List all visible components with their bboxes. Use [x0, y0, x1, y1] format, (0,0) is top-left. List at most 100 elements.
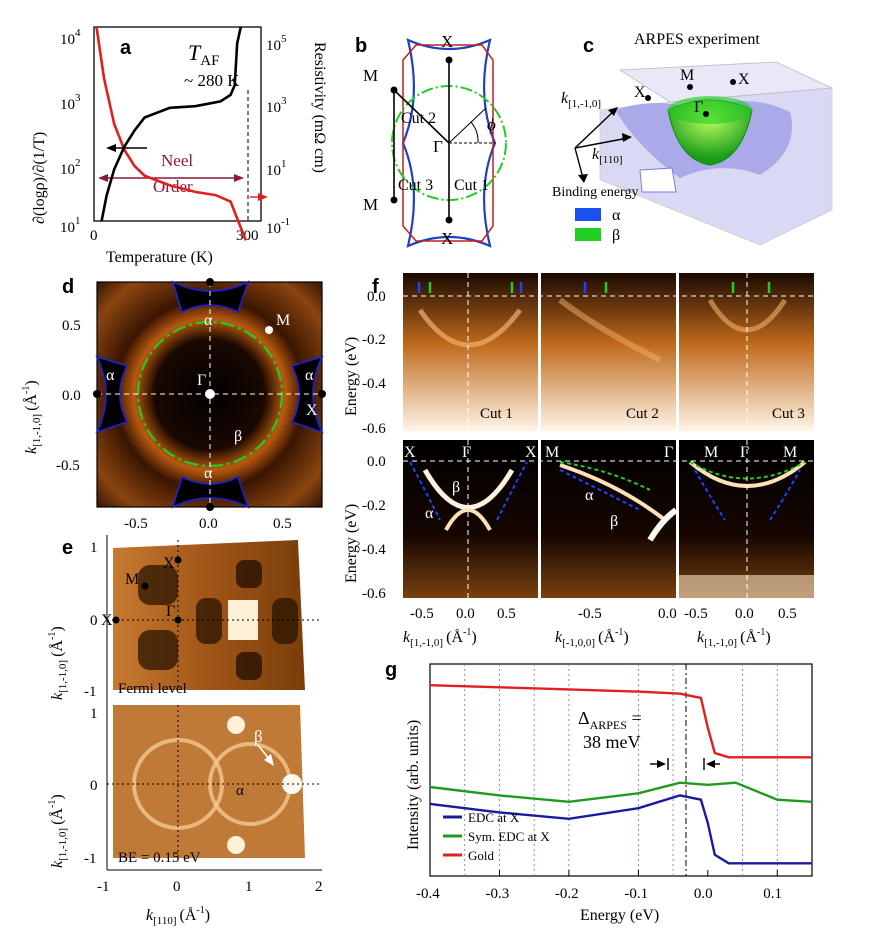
panel-e-point — [112, 616, 120, 624]
panel-f-point: M — [704, 444, 718, 461]
panel-e-x-tick: 2 — [315, 879, 323, 895]
panel-d-label-beta: β — [234, 428, 242, 445]
panel-f-y-tick: 0.0 — [367, 454, 386, 470]
panel-f-x-tick: 0.0 — [658, 606, 677, 622]
panel-b-cut2 — [393, 89, 450, 144]
panel-d-y-tick: -0.5 — [56, 458, 80, 474]
panel-a-yl-tick: 103 — [60, 92, 81, 113]
panel-e: e X M X Γ Fermi level β α BE = 0.15 eV — [47, 535, 323, 927]
panel-e-pocket — [138, 630, 178, 670]
panel-b-cut1-label: Cut 1 — [454, 177, 489, 194]
panel-a-tn-value: ~ 280 K — [184, 71, 240, 90]
panel-a-series-resistivity — [100, 26, 243, 222]
panel-e-pocket — [236, 560, 262, 588]
panel-a-neel-arrowhead — [234, 174, 244, 182]
panel-c-axis-arrow — [574, 137, 629, 149]
panel-a-yr-tick: 101 — [266, 158, 287, 179]
panel-d-x-tick: 0.0 — [199, 516, 218, 532]
panel-e-y-tick: 0 — [90, 778, 98, 794]
panel-b-label-x: X — [441, 32, 453, 51]
panel-f-point: X — [404, 444, 416, 461]
panel-e-label-gamma: Γ — [166, 603, 175, 620]
panel-a-yl-tick: 101 — [60, 215, 81, 236]
panel-g-letter: g — [385, 659, 397, 681]
panel-f-bottom-cut3 — [679, 440, 814, 598]
panel-f-x-tick: 0.0 — [735, 606, 754, 622]
panel-f-point: X — [525, 444, 537, 461]
panel-a-yleft-ticks: 104 103 102 101 — [60, 27, 81, 236]
panel-f-y-tick: -0.6 — [362, 421, 386, 437]
panel-g-series-edc-at-x — [429, 794, 812, 865]
panel-e-pocket — [138, 565, 178, 605]
panel-d-alpha-pocket — [95, 355, 129, 434]
panel-f-cut1-label: Cut 1 — [480, 406, 513, 422]
panel-a-plot — [95, 26, 248, 241]
panel-c-legend-swatch-beta — [575, 228, 601, 241]
panel-f-bright-band — [444, 508, 492, 531]
panel-c-axis-arrow — [574, 147, 584, 179]
panel-f-x-tick: 0.0 — [456, 606, 475, 622]
panel-f-cut3-label: Cut 3 — [772, 406, 805, 422]
panel-g-legend-edc: EDC at X — [468, 810, 520, 825]
panel-a-frame — [93, 26, 262, 222]
panel-f-cut2-label: Cut 2 — [626, 406, 659, 422]
panel-a-ylabel-right: Resistivity (mΩ cm) — [311, 42, 328, 173]
panel-f-x-tick: 0.5 — [497, 606, 516, 622]
panel-f-beta-fit — [689, 461, 806, 480]
panel-f-letter: f — [372, 276, 379, 298]
panel-e-y-tick: -1 — [84, 851, 97, 867]
panel-c-axis2: k[110] — [592, 146, 623, 166]
panel-d-x-dot — [206, 278, 214, 286]
panel-g-plot — [429, 684, 813, 865]
panel-f-alpha-fit — [409, 461, 441, 521]
panel-a-yl-tick: 104 — [60, 27, 81, 48]
panel-f-xlabel-3: k[1,-1,0] (Å-1) — [697, 627, 771, 649]
panel-e-label-beta: β — [254, 727, 263, 746]
panel-e-ylabel-bottom: k[1,-1,0](Å-1) — [47, 794, 69, 868]
panel-f-point: Γ — [664, 444, 673, 461]
panel-c: c ARPES experiment M X X Γ k[1,-1,0] k[1… — [552, 31, 834, 246]
panel-a-yr-tick: 103 — [266, 95, 287, 116]
panel-e-label-m: M — [125, 571, 139, 588]
panel-d-x-dot — [93, 390, 101, 398]
panel-d-label-alpha: α — [204, 312, 213, 329]
panel-b-cut2-label: Cut 2 — [401, 110, 436, 127]
panel-a-neel-1: Neel — [161, 151, 193, 170]
panel-f-xlabel-2: k[-1,0,0] (Å-1) — [555, 627, 629, 649]
panel-f-alpha-fit — [559, 469, 641, 511]
panel-e-point — [174, 616, 182, 624]
panel-c-legend-beta: β — [612, 227, 620, 244]
panel-f-top-cut1 — [403, 273, 538, 431]
panel-f-ylabel-top: Energy (eV) — [343, 337, 360, 416]
panel-b-angle-line — [448, 107, 487, 144]
panel-d: d α α α α β Γ M X 0.5 0.0 -0.5 -0.5 0.0 … — [21, 276, 326, 532]
panel-f-bright-band — [559, 463, 667, 522]
panel-a-yr-tick: 10-1 — [266, 216, 290, 237]
panel-b-brillouin-zone — [402, 44, 494, 242]
panel-f-band-label: β — [610, 513, 618, 530]
panel-a: a TAF ~ 280 K 104 103 102 101 105 103 10… — [31, 26, 328, 266]
panel-e-bright-spot — [227, 716, 245, 734]
panel-c-point — [703, 111, 709, 117]
panel-g-legend-gold: Gold — [468, 848, 495, 863]
panel-d-y-tick: 0.5 — [62, 318, 81, 334]
panel-d-label-gamma: Γ — [197, 372, 206, 389]
panel-d-label-x: X — [306, 402, 318, 419]
panel-f-y-tick: 0.0 — [367, 289, 386, 305]
panel-f-top-cut3 — [679, 273, 814, 431]
panel-d-x-dot — [318, 390, 326, 398]
panel-e-bright-spot — [227, 836, 245, 854]
panel-d-label-alpha: α — [106, 367, 115, 384]
panel-e-y-tick: -1 — [84, 684, 97, 700]
panel-d-gamma-dot — [205, 389, 215, 399]
panel-e-bottom-caption: BE = 0.15 eV — [118, 850, 201, 866]
panel-a-neel-arrowhead — [98, 174, 108, 182]
panel-f-x-tick: -0.5 — [410, 606, 434, 622]
panel-f-xlabel-1: k[1,-1,0] (Å-1) — [403, 627, 477, 649]
panel-c-point — [687, 84, 693, 90]
panel-b: b X X M M Γ ϕ Cut 1 Cut 2 Cut 3 — [355, 32, 507, 248]
panel-c-label-x: X — [738, 71, 750, 88]
panel-g-frame — [429, 663, 813, 877]
panel-c-axis-arrow — [574, 109, 616, 149]
panel-f-beta-fit — [559, 461, 651, 491]
